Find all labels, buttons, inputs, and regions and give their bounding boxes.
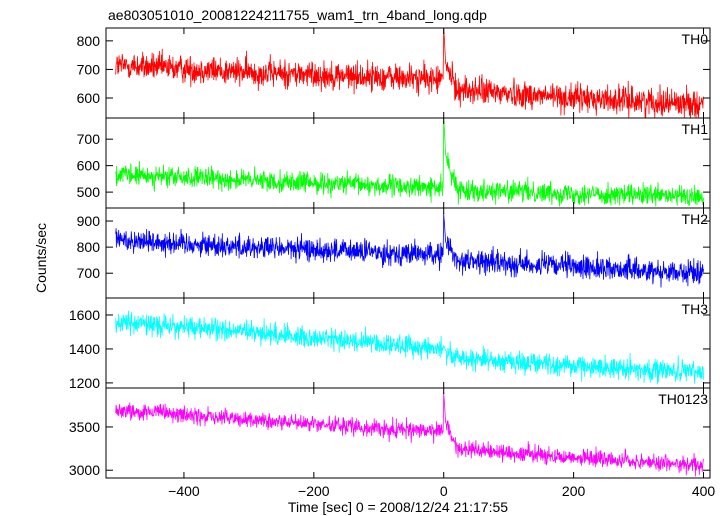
series-line-th0 <box>115 27 704 119</box>
panel-label-th0123: TH0123 <box>658 391 708 407</box>
series-line-th3 <box>115 310 704 385</box>
y-tick-label: 1400 <box>69 341 100 357</box>
y-tick-label: 1200 <box>69 375 100 391</box>
y-tick-label: 600 <box>77 158 101 174</box>
panel-frame <box>105 387 711 479</box>
panels-group: 600 700 800 TH0 500 600 700 TH1 700 800 900 TH2 1200… <box>69 27 711 479</box>
x-tick-label: −400 <box>168 483 200 499</box>
y-tick-label: 900 <box>77 213 101 229</box>
y-tick-label: 700 <box>77 265 101 281</box>
y-tick-label: 3000 <box>69 462 100 478</box>
panel-label-th1: TH1 <box>682 121 709 137</box>
series-line-th2 <box>115 213 704 288</box>
y-tick-label: 800 <box>77 239 101 255</box>
y-tick-label: 700 <box>77 131 101 147</box>
x-axis: −400 −200 0 200 400 <box>168 483 715 499</box>
panel-th1: 500 600 700 TH1 <box>77 117 711 209</box>
panel-th3: 1200 1400 1600 TH3 <box>69 297 711 391</box>
y-tick-label: 600 <box>77 90 101 106</box>
panel-label-th3: TH3 <box>682 301 709 317</box>
panel-th0: 600 700 800 TH0 <box>77 27 711 119</box>
y-tick-label: 800 <box>77 33 101 49</box>
y-axis-label: Counts/sec <box>33 223 49 293</box>
series-line-th1 <box>115 117 704 207</box>
x-tick-label: −200 <box>298 483 330 499</box>
chart-title: ae803051010_20081224211755_wam1_trn_4ban… <box>108 7 487 23</box>
y-tick-label: 700 <box>77 61 101 77</box>
y-tick-label: 500 <box>77 184 101 200</box>
x-tick-label: 0 <box>440 483 448 499</box>
y-tick-label: 1600 <box>69 307 100 323</box>
series-line-th0123 <box>115 392 704 477</box>
x-tick-label: 400 <box>692 483 716 499</box>
panel-th2: 700 800 900 TH2 <box>77 207 711 299</box>
x-axis-label: Time [sec] 0 = 2008/12/24 21:17:55 <box>288 499 508 515</box>
panel-th0123: 3000 3500 TH0123 <box>69 387 711 479</box>
panel-label-th2: TH2 <box>682 211 709 227</box>
x-tick-label: 200 <box>562 483 586 499</box>
y-tick-label: 3500 <box>69 419 100 435</box>
panel-label-th0: TH0 <box>682 31 709 47</box>
